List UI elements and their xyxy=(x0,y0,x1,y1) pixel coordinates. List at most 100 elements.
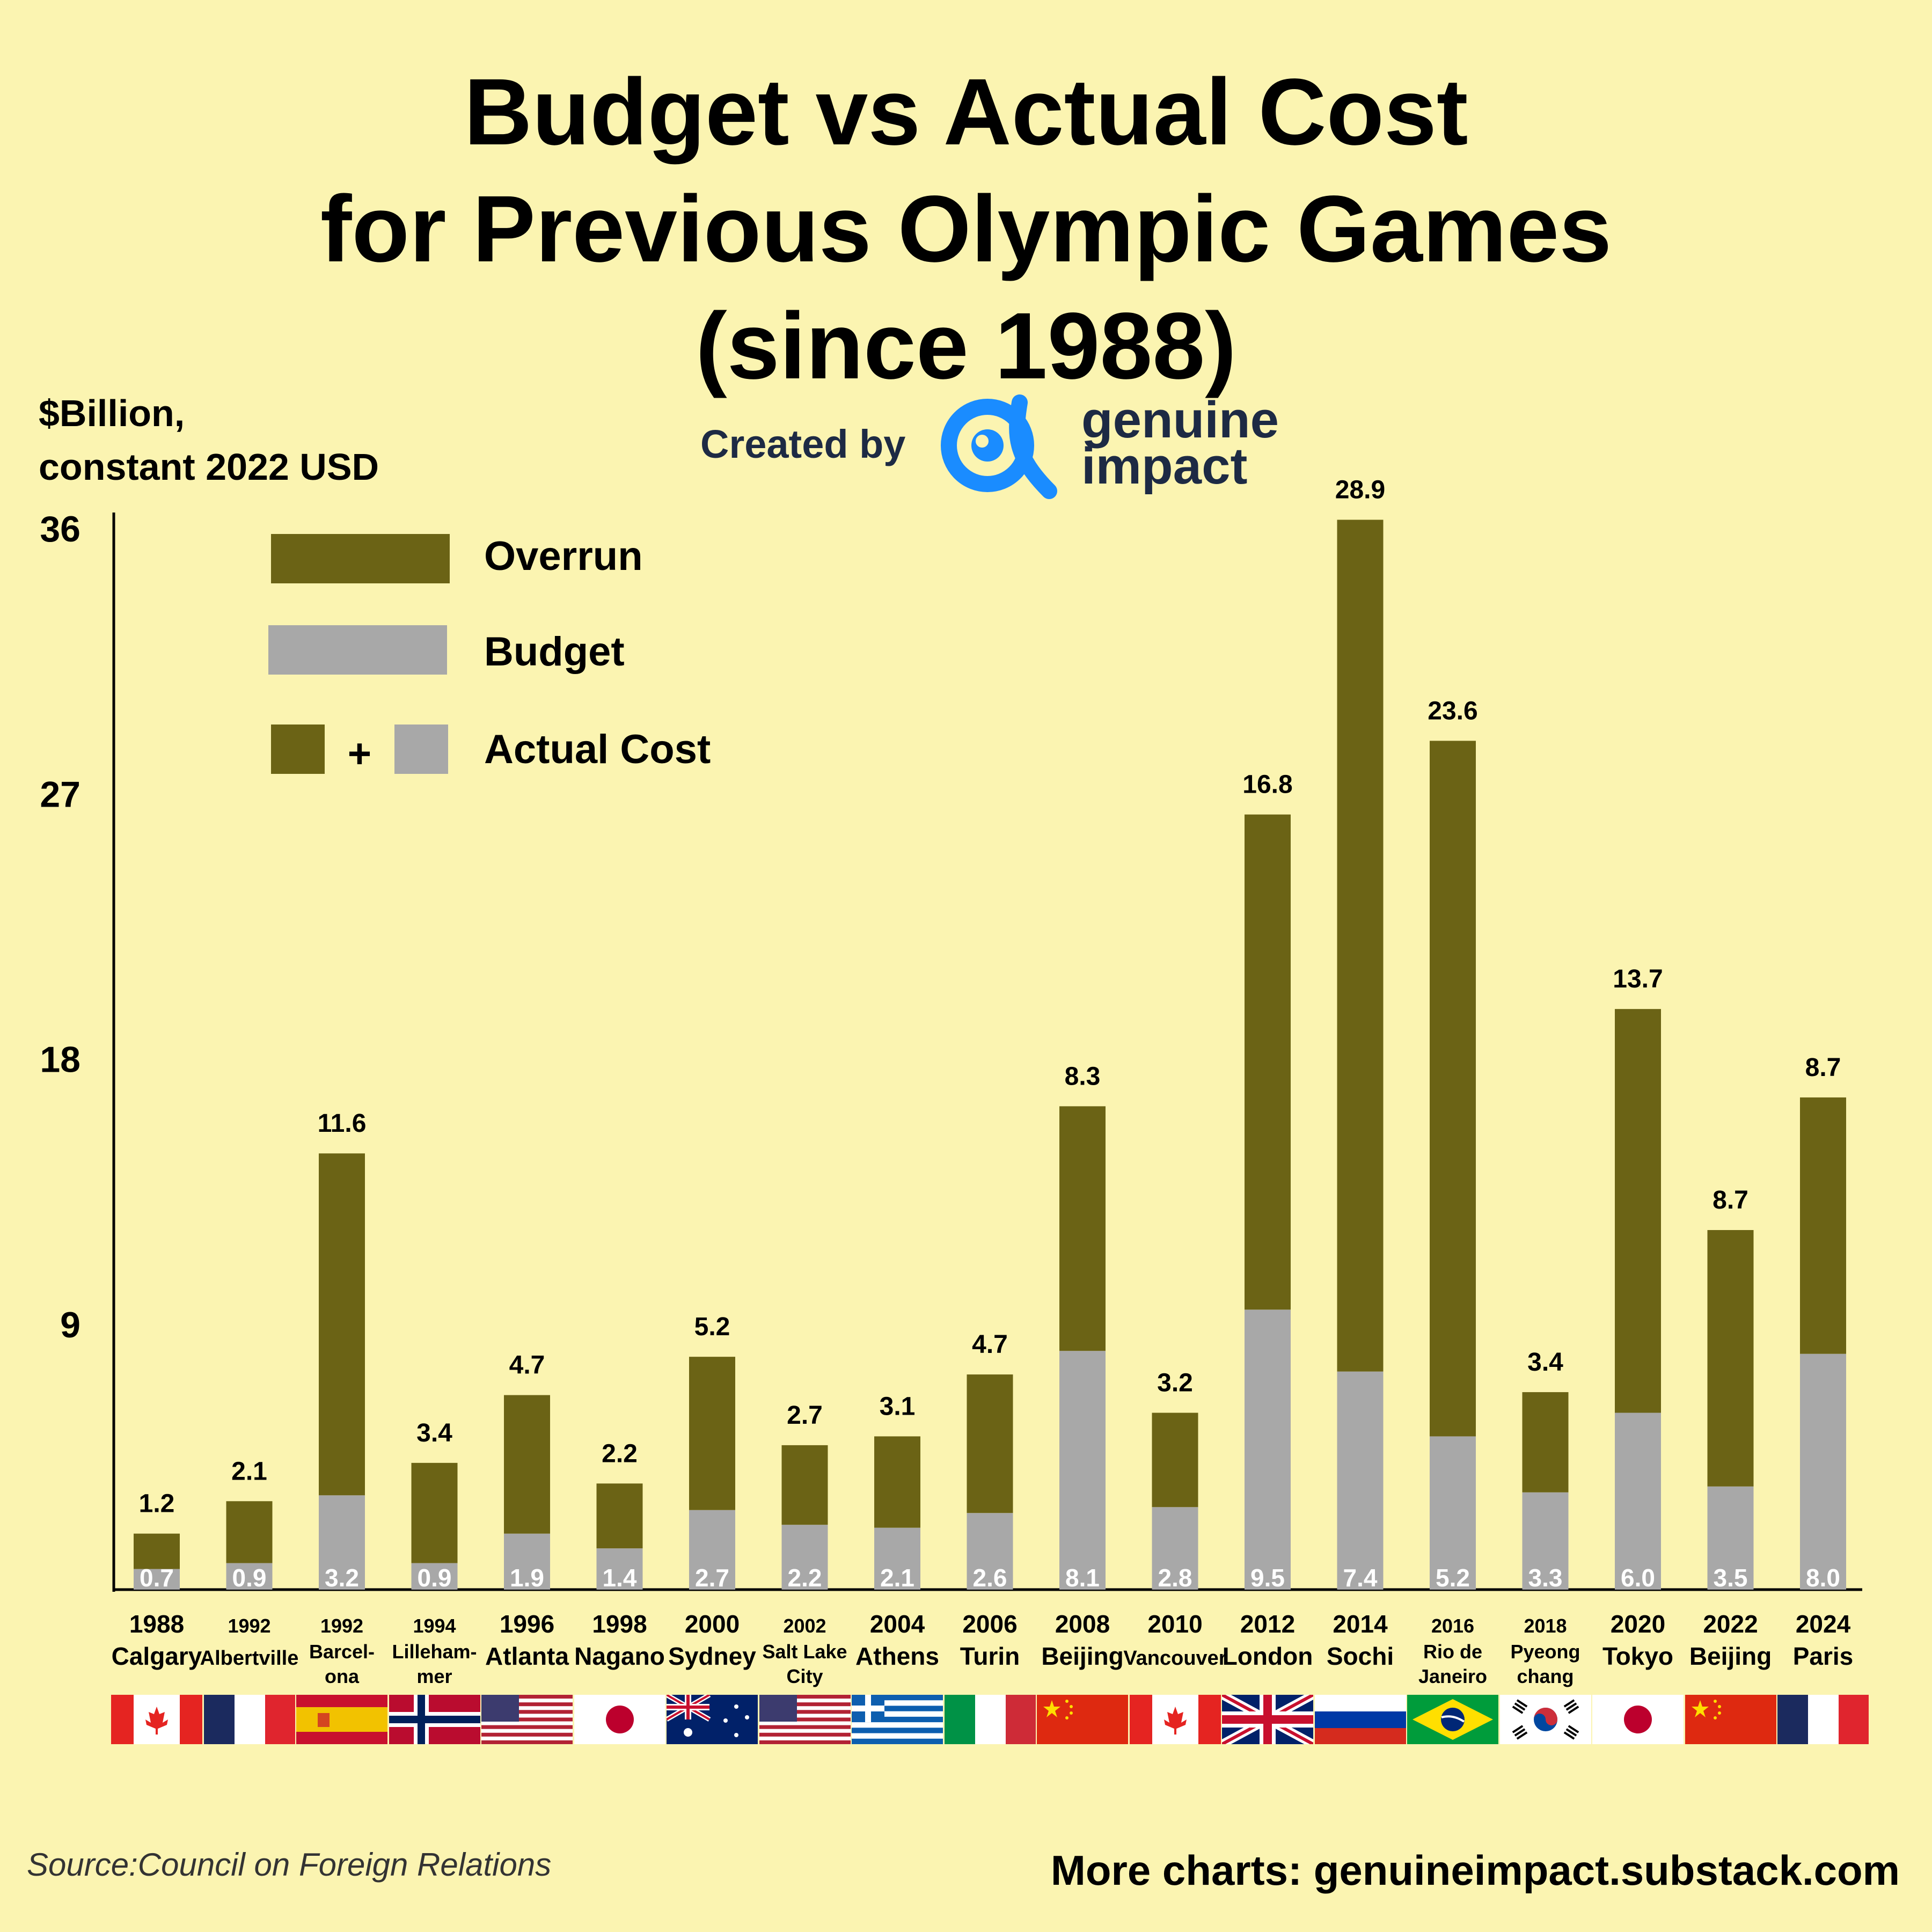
overrun-bar xyxy=(874,1436,920,1528)
budget-value-label: 0.7 xyxy=(140,1564,174,1592)
y-tick-label: 27 xyxy=(40,774,80,815)
legend-actual-overrun-swatch xyxy=(271,724,325,774)
overrun-value-label: 2.7 xyxy=(787,1401,823,1430)
budget-value-label: 5.2 xyxy=(1436,1564,1470,1592)
budget-value-label: 0.9 xyxy=(232,1564,267,1592)
budget-value-label: 2.2 xyxy=(788,1564,822,1592)
budget-value-label: 3.3 xyxy=(1528,1564,1563,1592)
x-tick-city: City xyxy=(786,1665,823,1687)
x-tick-city: Nagano xyxy=(574,1642,665,1670)
budget-value-label: 8.1 xyxy=(1065,1564,1100,1592)
x-tick-city: Albertville xyxy=(200,1647,299,1670)
budget-bar xyxy=(689,1510,735,1590)
x-tick-city: Salt Lake xyxy=(762,1641,847,1663)
x-tick-city: Barcel- xyxy=(309,1641,375,1663)
overrun-bar xyxy=(689,1357,735,1510)
overrun-value-label: 3.2 xyxy=(1157,1369,1193,1397)
x-tick-year: 2000 xyxy=(685,1610,740,1638)
y-tick-label: 9 xyxy=(60,1305,80,1345)
budget-value-label: 3.2 xyxy=(325,1564,359,1592)
overrun-value-label: 5.2 xyxy=(694,1313,730,1341)
overrun-bar xyxy=(134,1533,180,1569)
budget-bar xyxy=(1059,1351,1106,1590)
x-tick-city: ona xyxy=(325,1665,360,1687)
greece-flag-icon xyxy=(852,1695,943,1744)
overrun-bar xyxy=(781,1445,828,1525)
legend-budget-label: Budget xyxy=(484,629,625,675)
australia-flag-icon xyxy=(667,1695,758,1744)
legend-plus-sign: + xyxy=(348,731,371,777)
overrun-value-label: 8.7 xyxy=(1805,1053,1841,1082)
x-tick-year: 2006 xyxy=(962,1610,1017,1638)
budget-bar xyxy=(874,1527,920,1590)
x-tick-city: Turin xyxy=(960,1642,1020,1670)
overrun-value-label: 2.1 xyxy=(231,1457,267,1485)
canada-flag-icon xyxy=(111,1695,202,1744)
overrun-value-label: 8.3 xyxy=(1065,1062,1101,1091)
budget-bar xyxy=(226,1563,273,1590)
y-axis-unit-label: $Billion, constant 2022 USD xyxy=(39,386,379,494)
x-tick-city: Beijing xyxy=(1041,1642,1123,1670)
overrun-value-label: 2.2 xyxy=(602,1439,638,1468)
x-tick-city: Athens xyxy=(855,1642,939,1670)
russia-flag-icon xyxy=(1314,1695,1406,1744)
y-tick-label: 36 xyxy=(40,509,80,550)
created-by-label: Created by xyxy=(700,422,906,466)
overrun-bar xyxy=(1245,814,1291,1310)
brand-name: genuine impact xyxy=(1081,394,1279,495)
overrun-bar xyxy=(1152,1413,1198,1507)
x-tick-year: 2010 xyxy=(1147,1610,1202,1638)
china-flag-icon xyxy=(1037,1695,1128,1744)
budget-bar xyxy=(411,1563,458,1590)
genuine-impact-logo-icon xyxy=(941,394,1057,499)
overrun-bar xyxy=(504,1395,550,1534)
overrun-bar xyxy=(411,1462,458,1563)
x-tick-city: Vancouver xyxy=(1123,1647,1226,1670)
legend-actual-label: Actual Cost xyxy=(484,727,711,772)
norway-flag-icon xyxy=(389,1695,480,1744)
china-flag-icon xyxy=(1685,1695,1776,1744)
budget-value-label: 7.4 xyxy=(1343,1564,1378,1592)
budget-value-label: 2.6 xyxy=(973,1564,1007,1592)
overrun-value-label: 11.6 xyxy=(318,1109,367,1138)
spain-flag-icon xyxy=(296,1695,387,1744)
overrun-bar xyxy=(319,1153,365,1496)
brand-line-2: impact xyxy=(1081,437,1248,495)
budget-bar xyxy=(781,1525,828,1590)
x-tick-year: 1992 xyxy=(320,1615,363,1637)
overrun-bar xyxy=(967,1374,1013,1513)
overrun-bar xyxy=(1522,1392,1569,1492)
title-line-1: Budget vs Actual Cost xyxy=(464,60,1468,165)
more-charts-link[interactable]: More charts: genuineimpact.substack.com xyxy=(1050,1847,1900,1894)
x-tick-year: 2004 xyxy=(870,1610,925,1638)
france-flag-icon xyxy=(203,1695,295,1744)
budget-value-label: 1.4 xyxy=(603,1564,637,1592)
budget-bar xyxy=(319,1495,365,1590)
unit-line-2: constant 2022 USD xyxy=(39,446,379,488)
x-tick-year: 2002 xyxy=(783,1615,826,1637)
x-tick-year: 2014 xyxy=(1333,1610,1388,1638)
x-tick-year: 2022 xyxy=(1703,1610,1758,1638)
budget-value-label: 2.7 xyxy=(695,1564,729,1592)
x-tick-city: Sochi xyxy=(1327,1642,1394,1670)
canada-flag-icon xyxy=(1129,1695,1221,1744)
overrun-value-label: 4.7 xyxy=(509,1351,545,1380)
overrun-bar xyxy=(1059,1106,1106,1351)
x-tick-year: 1992 xyxy=(228,1615,270,1637)
x-tick-city: Janeiro xyxy=(1418,1665,1487,1687)
overrun-bar xyxy=(1430,741,1476,1437)
overrun-value-label: 16.8 xyxy=(1242,771,1292,799)
overrun-value-label: 13.7 xyxy=(1613,965,1663,993)
x-tick-city: Calgary xyxy=(112,1642,202,1670)
budget-bar xyxy=(1245,1309,1291,1590)
x-tick-year: 2008 xyxy=(1055,1610,1110,1638)
overrun-value-label: 28.9 xyxy=(1335,476,1385,504)
budget-bar xyxy=(1337,1371,1384,1590)
overrun-bar xyxy=(1707,1230,1754,1487)
budget-value-label: 2.8 xyxy=(1158,1564,1192,1592)
budget-value-label: 2.1 xyxy=(880,1564,914,1592)
usa-flag-icon xyxy=(759,1695,851,1744)
x-tick-city: mer xyxy=(416,1665,452,1687)
overrun-bar xyxy=(226,1501,273,1563)
